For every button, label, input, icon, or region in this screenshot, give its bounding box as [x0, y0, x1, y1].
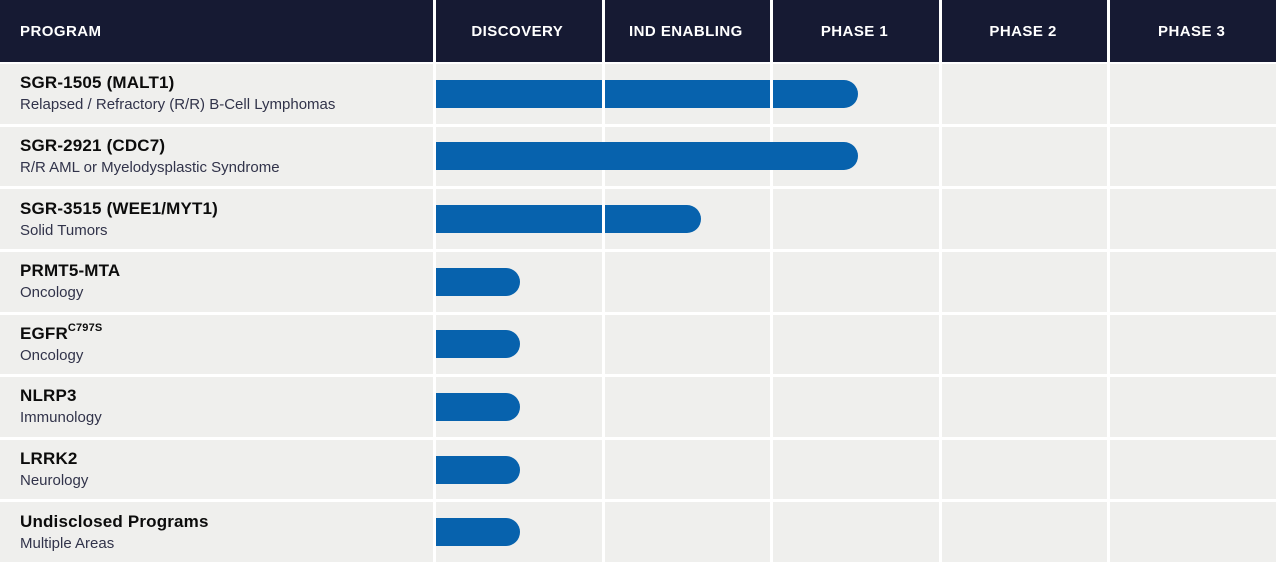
program-row: EGFRC797S Oncology [0, 314, 1276, 375]
progress-bar [436, 205, 701, 234]
program-cell: Undisclosed Programs Multiple Areas [0, 502, 433, 562]
program-title: EGFRC797S [20, 322, 103, 343]
program-row: SGR-2921 (CDC7) R/R AML or Myelodysplasti… [0, 126, 1276, 187]
program-cell: LRRK2 Neurology [0, 440, 433, 500]
program-cell: SGR-2921 (CDC7) R/R AML or Myelodysplasti… [0, 127, 433, 187]
column-header-phase-3: PHASE 3 [1158, 22, 1226, 40]
program-title: LRRK2 [20, 449, 78, 469]
grid-divider [1107, 0, 1111, 562]
program-subtitle: Multiple Areas [20, 534, 115, 552]
program-subtitle: R/R AML or Myelodysplastic Syndrome [20, 158, 280, 176]
program-title: SGR-3515 (WEE1/MYT1) [20, 198, 219, 218]
program-row: LRRK2 Neurology [0, 439, 1276, 500]
program-title: SGR-2921 (CDC7) [20, 135, 166, 155]
program-cell: EGFRC797S Oncology [0, 315, 433, 375]
program-subtitle: Oncology [20, 284, 84, 302]
progress-bar [436, 267, 521, 296]
progress-bar [436, 455, 521, 484]
program-subtitle: Solid Tumors [20, 221, 108, 239]
program-cell: NLRP3 Immunology [0, 377, 433, 437]
progress-bar [436, 518, 521, 547]
program-cell: SGR-1505 (MALT1) Relapsed / Refractory (R… [0, 64, 433, 124]
program-title: SGR-1505 (MALT1) [20, 73, 175, 93]
progress-bar [436, 392, 521, 421]
table-header: PROGRAM DISCOVERY IND ENABLING PHASE 1 P… [0, 0, 1276, 62]
grid-divider [938, 0, 942, 562]
table-body: SGR-1505 (MALT1) Relapsed / Refractory (R… [0, 64, 1276, 562]
grid-divider [433, 0, 436, 562]
grid-divider [601, 0, 605, 562]
program-row: SGR-1505 (MALT1) Relapsed / Refractory (R… [0, 64, 1276, 124]
grid-divider [770, 0, 774, 562]
program-title: Undisclosed Programs [20, 511, 209, 531]
program-subtitle: Relapsed / Refractory (R/R) B-Cell Lymph… [20, 96, 336, 114]
program-title: PRMT5-MTA [20, 261, 121, 281]
program-cell: PRMT5-MTA Oncology [0, 252, 433, 312]
program-row: SGR-3515 (WEE1/MYT1) Solid Tumors [0, 189, 1276, 249]
column-header-ind-enabling: IND ENABLING [629, 22, 743, 40]
program-row: Undisclosed Programs Multiple Areas [0, 502, 1276, 562]
program-subtitle: Neurology [20, 472, 89, 490]
program-cell: SGR-3515 (WEE1/MYT1) Solid Tumors [0, 189, 433, 249]
program-title: NLRP3 [20, 386, 77, 406]
progress-bar [436, 79, 858, 108]
program-row: PRMT5-MTA Oncology [0, 251, 1276, 312]
column-header-program: PROGRAM [20, 22, 102, 40]
progress-bar [436, 330, 521, 359]
column-header-phase-2: PHASE 2 [989, 22, 1057, 40]
column-header-phase-1: PHASE 1 [820, 22, 889, 40]
program-subtitle: Oncology [20, 346, 84, 364]
column-header-discovery: DISCOVERY [471, 22, 564, 40]
program-title-superscript: C797S [67, 322, 103, 335]
progress-bar [436, 142, 858, 171]
program-subtitle: Immunology [20, 409, 102, 427]
program-row: NLRP3 Immunology [0, 377, 1276, 437]
